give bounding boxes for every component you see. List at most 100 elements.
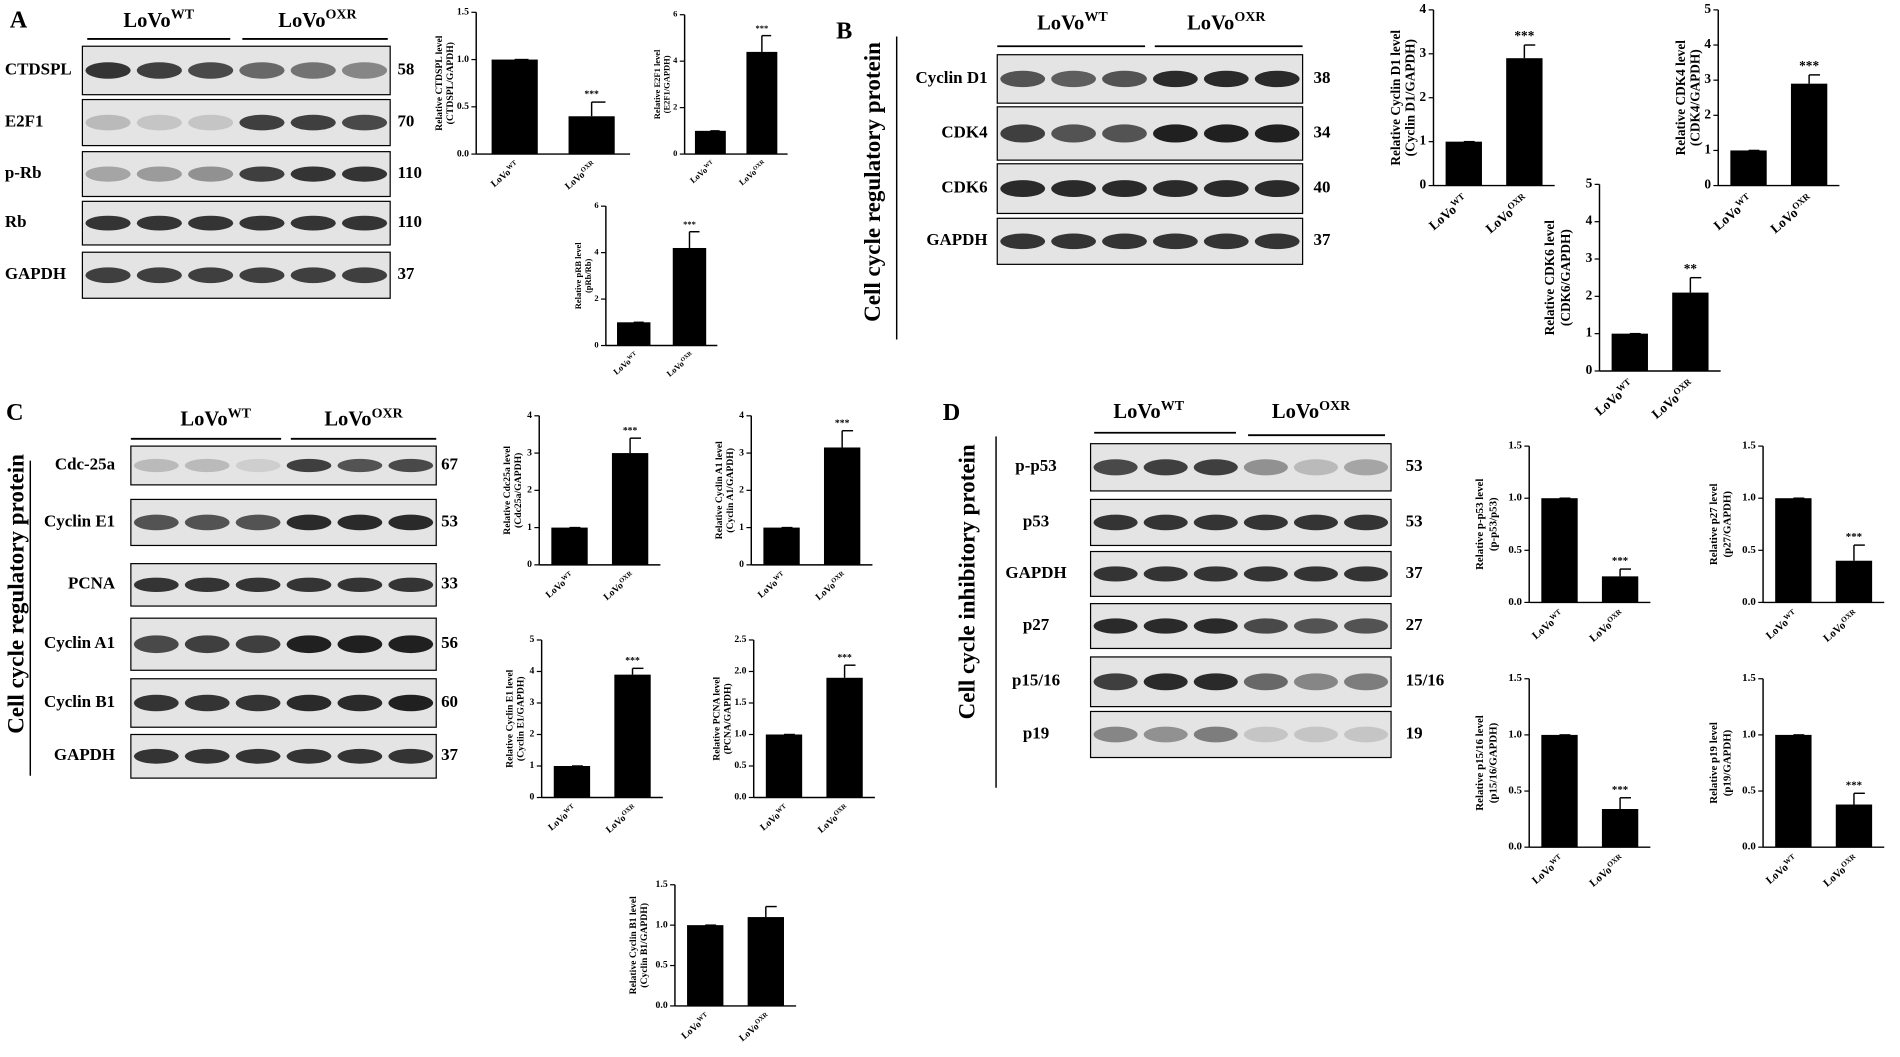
blot-band xyxy=(286,748,332,764)
blot-band xyxy=(184,748,230,764)
x-tick-label-sup: OXR xyxy=(1790,191,1812,212)
y-axis-label: Relative p19 level xyxy=(1708,722,1720,804)
molecular-weight: 53 xyxy=(441,511,458,530)
y-tick-label: 1.5 xyxy=(1742,440,1756,452)
blot-band xyxy=(85,62,131,79)
group-label-sup: OXR xyxy=(1234,10,1266,25)
blot-band xyxy=(1143,514,1188,531)
significance: *** xyxy=(756,23,769,33)
bar xyxy=(551,527,588,565)
blot-strip xyxy=(130,678,437,728)
blot-band xyxy=(85,166,131,182)
y-axis-label: (p19/GAPDH) xyxy=(1721,729,1733,796)
x-tick-label: LoVoWT xyxy=(1425,191,1470,233)
blot-band xyxy=(286,458,332,473)
blot-label: Cyclin B1 xyxy=(44,692,115,711)
blot-band xyxy=(1102,180,1147,198)
group-label: LoVoWT xyxy=(180,406,251,430)
blot-label: Cyclin E1 xyxy=(44,511,115,530)
x-tick-label: LoVoOXR xyxy=(1820,607,1862,645)
blot-band xyxy=(1243,566,1288,582)
x-tick-label: LoVoOXR xyxy=(1648,376,1698,421)
blot-band xyxy=(286,635,332,654)
y-tick-label: 4 xyxy=(1704,36,1711,51)
molecular-weight: 37 xyxy=(1314,230,1331,249)
bar xyxy=(1835,804,1873,848)
group-label: LoVoWT xyxy=(1113,399,1184,423)
blot-band xyxy=(1102,70,1147,88)
bar xyxy=(694,130,726,155)
y-tick-label: 4 xyxy=(739,410,744,421)
blot-band xyxy=(1093,566,1138,582)
y-tick-label: 3 xyxy=(1420,45,1427,60)
y-tick-label: 0 xyxy=(530,792,535,803)
blot-band xyxy=(1254,233,1300,250)
blot-band xyxy=(337,635,383,654)
blot-band xyxy=(1193,566,1238,582)
x-tick-label: LoVoWT xyxy=(543,570,577,601)
blot-strip xyxy=(130,617,437,671)
blot-label: CTDSPL xyxy=(5,59,72,78)
x-tick-label-sup: WT xyxy=(696,1011,709,1024)
y-tick-label: 4 xyxy=(530,666,535,677)
group-label-base: LoVo xyxy=(278,10,325,32)
y-tick-label: 1.0 xyxy=(656,919,668,930)
y-tick-label: 1.0 xyxy=(1742,728,1756,740)
blot-band xyxy=(290,62,336,79)
blot-band xyxy=(235,577,281,593)
bar xyxy=(826,677,863,798)
y-tick-label: 0 xyxy=(673,148,677,158)
blot-band xyxy=(1093,726,1138,743)
blot-band xyxy=(1293,726,1338,743)
y-tick-label: 0.5 xyxy=(734,760,746,771)
blot-band xyxy=(133,514,179,531)
blot-band xyxy=(239,62,285,79)
blot-band xyxy=(1143,459,1188,476)
y-axis-label: (p27/GAPDH) xyxy=(1721,491,1733,558)
blot-label: PCNA xyxy=(68,574,116,593)
blot-band xyxy=(388,748,434,764)
blot-strip xyxy=(81,151,391,198)
molecular-weight: 56 xyxy=(441,633,458,652)
y-axis-label: Relative Cyclin E1 level xyxy=(504,669,515,768)
blot-band xyxy=(239,114,285,131)
blot-band xyxy=(341,62,388,79)
y-tick-label: 0.5 xyxy=(1742,785,1756,797)
blot-band xyxy=(1343,673,1389,691)
blot-band xyxy=(388,694,434,712)
group-label-base: LoVo xyxy=(324,409,371,431)
y-tick-label: 0.5 xyxy=(1508,544,1522,556)
bar xyxy=(491,59,538,155)
y-axis-label: (CDK4/GAPDH) xyxy=(1687,49,1702,146)
x-tick-label-sup: WT xyxy=(703,159,714,170)
y-axis-label: Relative CDK6 level xyxy=(1542,220,1557,336)
y-tick-label: 0.0 xyxy=(1742,841,1756,853)
y-axis-label: Relative p-p53 level xyxy=(1474,479,1486,570)
x-tick-label: LoVoWT xyxy=(488,159,522,190)
x-tick-label: LoVoOXR xyxy=(1767,191,1817,236)
blot-band xyxy=(235,694,281,712)
blot-band xyxy=(188,267,234,284)
y-tick-label: 0 xyxy=(527,559,532,570)
y-tick-label: 4 xyxy=(673,55,678,65)
y-tick-label: 2.5 xyxy=(734,634,746,645)
group-label-sup: WT xyxy=(1161,399,1185,414)
blot-band xyxy=(1000,124,1046,143)
blot-band xyxy=(1102,124,1147,143)
y-tick-label: 0.5 xyxy=(457,101,469,112)
blot-strip xyxy=(81,45,391,96)
molecular-weight: 53 xyxy=(1406,511,1423,530)
x-tick-label-sup: WT xyxy=(1733,191,1751,208)
y-tick-label: 0.5 xyxy=(1742,544,1756,556)
y-axis-label: Relative Cyclin A1 level xyxy=(714,441,725,540)
blot-strip xyxy=(996,54,1304,104)
significance: *** xyxy=(683,219,696,229)
blot-band xyxy=(136,215,182,231)
blot-band xyxy=(337,514,383,531)
molecular-weight: 67 xyxy=(441,454,458,473)
blot-band xyxy=(1343,459,1389,476)
x-tick-label: LoVoWT xyxy=(688,159,717,185)
x-tick-label-sup: WT xyxy=(560,570,573,583)
blot-band xyxy=(341,267,388,284)
blot-label: p19 xyxy=(1023,723,1049,742)
